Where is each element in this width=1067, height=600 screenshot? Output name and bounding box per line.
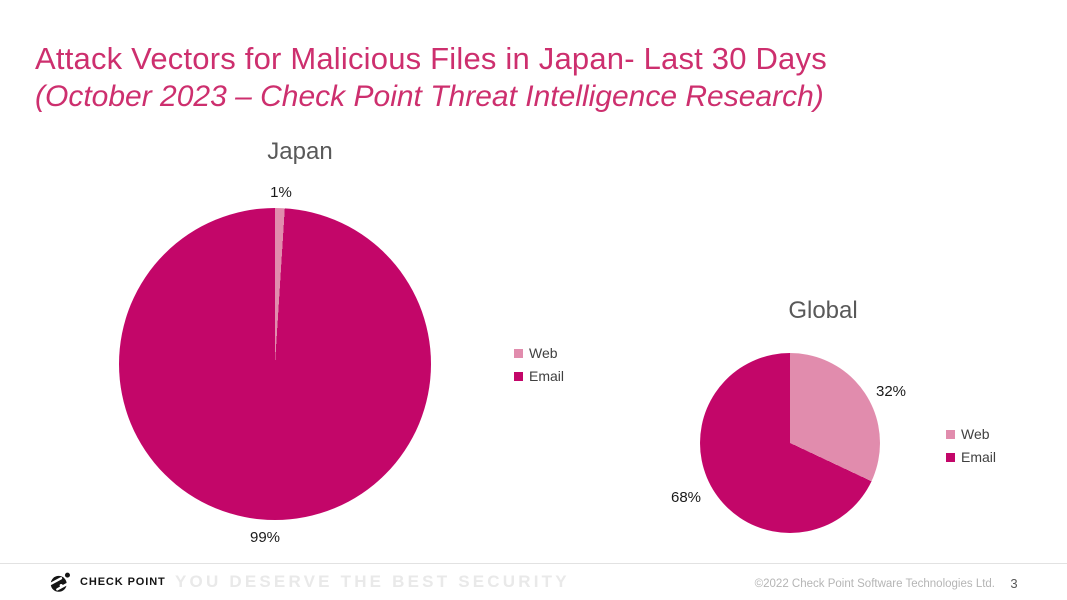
japan-legend-item-email: Email — [514, 368, 564, 384]
japan-chart-title: Japan — [267, 138, 333, 165]
email-legend-swatch-icon — [946, 452, 955, 462]
global-web-data-label: 32% — [875, 383, 907, 400]
global-chart-title: Global — [788, 297, 858, 324]
global-email-data-label: 68% — [670, 489, 702, 506]
footer-copyright: ©2022 Check Point Software Technologies … — [754, 578, 995, 590]
global-pie-chart — [700, 353, 880, 533]
global-legend-label-web: Web — [961, 426, 990, 442]
slide-subtitle: (October 2023 – Check Point Threat Intel… — [35, 80, 824, 113]
global-legend-item-web: Web — [946, 426, 996, 442]
japan-legend-label-email: Email — [529, 368, 565, 384]
web-legend-swatch-icon — [946, 429, 955, 439]
global-legend-item-email: Email — [946, 449, 996, 465]
japan-legend-label-web: Web — [529, 345, 558, 361]
japan-web-data-label: 1% — [270, 184, 292, 201]
global-legend-label-email: Email — [961, 449, 997, 465]
japan-pie-chart — [119, 208, 431, 520]
check-point-logo: CHECK POINT — [49, 570, 166, 594]
japan-legend: Web Email — [514, 345, 564, 384]
japan-email-data-label: 99% — [249, 529, 281, 546]
slide-title: Attack Vectors for Malicious Files in Ja… — [35, 41, 827, 76]
footer-tagline: YOU DESERVE THE BEST SECURITY — [175, 572, 570, 591]
footer-divider — [0, 563, 1067, 564]
email-legend-swatch-icon — [514, 371, 523, 381]
slide-title-block: Attack Vectors for Malicious Files in Ja… — [35, 40, 1015, 116]
global-legend: Web Email — [946, 426, 996, 465]
page-number: 3 — [1010, 576, 1018, 591]
web-legend-swatch-icon — [514, 348, 523, 358]
check-point-logo-text: CHECK POINT — [80, 576, 166, 588]
check-point-logo-icon — [49, 572, 70, 592]
japan-legend-item-web: Web — [514, 345, 564, 361]
